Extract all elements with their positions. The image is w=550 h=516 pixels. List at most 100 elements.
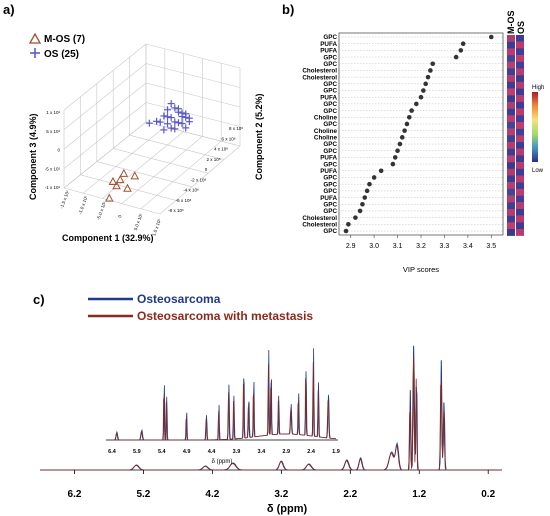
- pca-point-os: [167, 114, 175, 122]
- heatmap-cell-os: [516, 162, 524, 169]
- heatmap-cell-mos: [507, 55, 515, 62]
- nmr-spectrum-plot: 6.2 5.2 4.2 3.2 2.2 1.2 0.2 δ (ppm) Osteosarco…: [40, 292, 502, 515]
- vip-metabolite-label: Cholesterol: [302, 74, 337, 81]
- vip-metabolite-label: Cholesterol: [302, 222, 337, 229]
- pca-z-tick-labels: 8 x 10⁶ 6 x 10⁶ 4 x 10⁶ 2 x 10⁶ 0 -2 x 10⁶ -4 …: [168, 126, 243, 213]
- spectrum-inset: 6.4 5.9 5.4 4.9 4.4 3.9 3.4 2.9 2.4 1.9 δ (ppm): [103, 345, 341, 465]
- spectrum-tick-label: 4.2: [205, 489, 219, 500]
- vip-point: [367, 181, 372, 187]
- pca-point-os: [174, 108, 182, 116]
- heatmap-cell-os: [516, 61, 524, 69]
- heatmap-cell-os: [516, 188, 524, 196]
- vip-point: [428, 68, 433, 73]
- spectrum-line-metastasis: [40, 355, 502, 471]
- vip-metabolite-label: Cholesterol: [302, 215, 337, 222]
- vip-x-ticks: 2.9 3.0 3.1 3.2 3.3 3.4 3.5: [346, 235, 496, 250]
- pca-x-tick: -5.0 x 10¹: [96, 200, 107, 220]
- vip-metabolite-label: PUFA: [320, 48, 337, 55]
- floor-grid-line: [96, 161, 193, 188]
- vip-metabolite-label: GPC: [323, 121, 337, 128]
- heatmap-cell-os: [516, 142, 524, 149]
- pca-y-tick: -5 x 10¹: [45, 166, 61, 171]
- pca-z-tick: -8 x 10⁶: [168, 208, 184, 213]
- vip-heatmap: [507, 35, 524, 236]
- pca-point-os: [164, 113, 172, 121]
- heatmap-cell-mos: [507, 215, 515, 223]
- vip-point: [460, 41, 466, 46]
- vip-rows: GPCPUFAPUFAGPCGPCCholesterolCholesterolG…: [302, 34, 503, 235]
- legend-label-os: OS (25): [44, 49, 79, 60]
- inset-tick-label: 5.9: [133, 449, 141, 455]
- heatmap-cell-os: [516, 229, 524, 236]
- vip-metabolite-label: GPC: [323, 108, 337, 115]
- pca-x-tick-labels: -1.5 x 10¹ -1.0 x 10¹ -5.0 x 10¹ 0 5.0 x 10¹…: [59, 189, 162, 236]
- vip-tick-label: 3.2: [416, 243, 426, 250]
- vip-point: [392, 155, 398, 160]
- vip-metabolite-label: PUFA: [320, 41, 337, 48]
- heatmap-cell-os: [516, 88, 524, 96]
- vip-point: [409, 108, 414, 113]
- vip-metabolite-label: GPC: [323, 148, 337, 155]
- vip-point: [399, 135, 405, 140]
- vip-point: [364, 188, 370, 194]
- wall-grid-line: [63, 102, 147, 169]
- vip-metabolite-label: GPC: [323, 101, 337, 108]
- vip-metabolite-label: GPC: [323, 141, 337, 148]
- heatmap-cell-os: [516, 48, 524, 56]
- vip-metabolite-label: GPC: [323, 188, 337, 195]
- wall-grid-line: [145, 121, 241, 147]
- heatmap-cell-os: [516, 68, 524, 76]
- pca-y-tick: 5 x 10¹: [46, 129, 60, 134]
- pca-x-axis-label: Component 1 (32.9%): [62, 233, 154, 243]
- floor-grid-line: [159, 145, 241, 215]
- spectrum-tick-label: 1.2: [412, 489, 426, 500]
- pca-x-tick: -1.0 x 10¹: [77, 195, 88, 215]
- floor-grid-line: [113, 148, 209, 174]
- inset-tick-label: 1.9: [332, 449, 340, 455]
- heatmap-cell-os: [516, 182, 524, 190]
- legend-label-metastasis: Osteosarcoma with metastasis: [137, 309, 313, 323]
- heatmap-cell-mos: [507, 195, 515, 203]
- pca-z-tick: 8 x 10⁶: [229, 126, 243, 131]
- wall-grid-line: [63, 63, 147, 130]
- legend-triangle-icon: [28, 32, 42, 44]
- legend-plus-icon: [30, 48, 40, 58]
- heatmap-cell-mos: [507, 121, 515, 129]
- heatmap-cell-mos: [507, 168, 515, 176]
- vip-metabolite-label: GPC: [323, 228, 337, 235]
- heatmap-cell-mos: [507, 41, 515, 49]
- heatmap-cell-mos: [507, 35, 515, 42]
- pca-x-tick: 5.0 x 10¹: [133, 212, 144, 231]
- vip-tick-label: 3.3: [440, 243, 450, 250]
- heatmap-cell-os: [516, 215, 524, 223]
- vip-point: [404, 121, 410, 127]
- spectrum-tick-label: 2.2: [343, 489, 357, 500]
- pca-point-os: [178, 113, 186, 121]
- heatmap-cell-mos: [507, 101, 515, 109]
- heatmap-cell-os: [516, 222, 524, 230]
- panel-label-b: b): [282, 2, 294, 17]
- spectrum-legend: Osteosarcoma Osteosarcoma with metastasi…: [88, 292, 313, 323]
- heatmap-cell-mos: [507, 155, 515, 163]
- heatmap-cell-mos: [507, 75, 515, 83]
- pca-legend: M-OS (7) OS (25): [27, 22, 87, 60]
- legend-label-osteosarcoma: Osteosarcoma: [137, 292, 221, 306]
- pca-x-tick: 1.0 x 10¹: [151, 218, 162, 237]
- pca-point-mos: [119, 168, 129, 177]
- spectrum-x-axis-label: δ (ppm): [267, 503, 308, 515]
- spectrum-tick-label: 6.2: [68, 489, 82, 500]
- pca-3d-box-grid: [63, 43, 241, 215]
- pca-points: [104, 100, 193, 202]
- inset-tick-label: 2.9: [282, 449, 290, 455]
- pca-z-tick: -2 x 10⁶: [191, 177, 207, 182]
- vip-point: [458, 48, 464, 53]
- pca-point-os: [171, 118, 179, 126]
- inset-tick-label: 6.4: [108, 449, 117, 455]
- heatmap-cell-mos: [507, 202, 515, 210]
- vip-point: [402, 128, 407, 133]
- inset-x-axis-label: δ (ppm): [212, 459, 233, 465]
- spectrum-tick-label: 5.2: [136, 489, 150, 500]
- vip-point: [353, 215, 358, 220]
- pca-point-os: [145, 119, 153, 127]
